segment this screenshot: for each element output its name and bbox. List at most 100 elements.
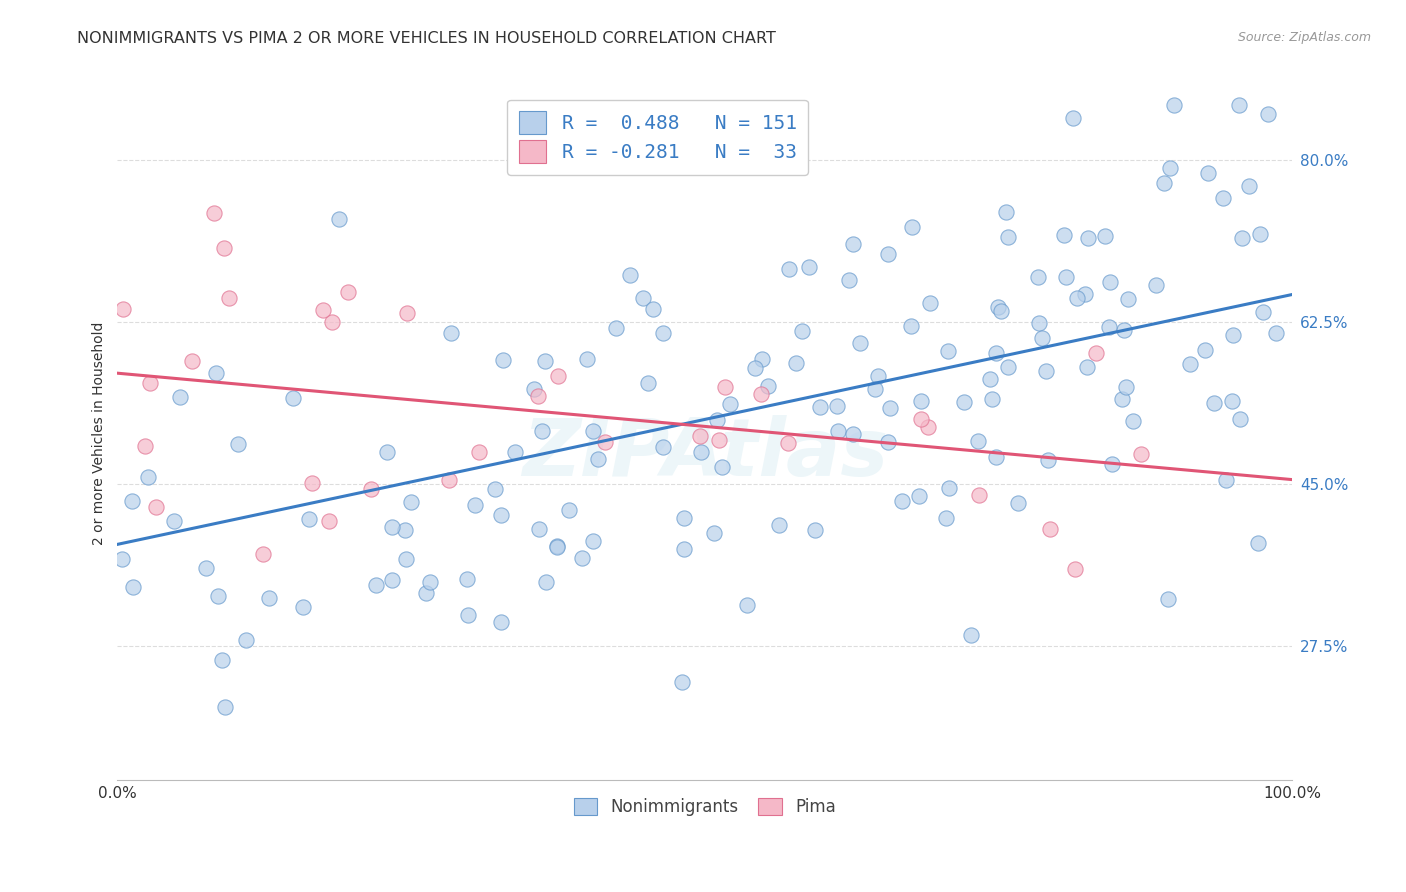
Point <box>1007 496 1029 510</box>
Point <box>838 273 860 287</box>
Point <box>1246 536 1268 550</box>
Point <box>842 427 865 442</box>
Point <box>997 230 1019 244</box>
Point <box>214 699 236 714</box>
Point <box>901 219 924 234</box>
Point <box>936 343 959 358</box>
Point <box>1097 319 1119 334</box>
Point <box>768 517 790 532</box>
Point <box>194 561 217 575</box>
Point <box>778 262 800 277</box>
Point <box>990 303 1012 318</box>
Point <box>1094 228 1116 243</box>
Point <box>749 386 772 401</box>
Point <box>527 522 550 536</box>
Point <box>891 493 914 508</box>
Point <box>966 434 988 449</box>
Point <box>169 390 191 404</box>
Point <box>1035 364 1057 378</box>
Point <box>1026 270 1049 285</box>
Point <box>527 389 550 403</box>
Point <box>1084 346 1107 360</box>
Point <box>218 291 240 305</box>
Point <box>1144 278 1167 293</box>
Point <box>523 382 546 396</box>
Point <box>920 296 942 310</box>
Legend: Nonimmigrants, Pima: Nonimmigrants, Pima <box>565 789 844 824</box>
Point <box>1257 106 1279 120</box>
Point <box>995 204 1018 219</box>
Point <box>1251 305 1274 319</box>
Point <box>364 577 387 591</box>
Point <box>582 533 605 548</box>
Point <box>440 326 463 340</box>
Point <box>652 326 675 341</box>
Point <box>546 540 568 554</box>
Point <box>202 206 225 220</box>
Point <box>586 451 609 466</box>
Point <box>711 459 734 474</box>
Point <box>967 488 990 502</box>
Point <box>877 247 900 261</box>
Point <box>531 424 554 438</box>
Point <box>145 500 167 514</box>
Point <box>1159 161 1181 175</box>
Point <box>464 498 486 512</box>
Point <box>981 392 1004 407</box>
Point <box>180 354 202 368</box>
Point <box>605 320 627 334</box>
Point <box>312 302 335 317</box>
Point <box>1178 357 1201 371</box>
Point <box>1227 98 1250 112</box>
Point <box>842 237 865 252</box>
Point <box>672 511 695 525</box>
Point <box>281 392 304 406</box>
Point <box>907 490 929 504</box>
Point <box>207 590 229 604</box>
Point <box>1215 473 1237 487</box>
Point <box>226 437 249 451</box>
Point <box>953 394 976 409</box>
Point <box>1115 380 1137 394</box>
Point <box>235 633 257 648</box>
Point <box>301 476 323 491</box>
Point <box>205 367 228 381</box>
Point <box>1066 291 1088 305</box>
Point <box>394 523 416 537</box>
Point <box>396 306 419 320</box>
Point <box>879 401 901 415</box>
Point <box>534 575 557 590</box>
Point <box>492 352 515 367</box>
Point <box>979 372 1001 386</box>
Point <box>690 445 713 459</box>
Point <box>631 291 654 305</box>
Point <box>1212 191 1234 205</box>
Point <box>360 483 382 497</box>
Point <box>136 470 159 484</box>
Point <box>111 552 134 566</box>
Point <box>984 450 1007 464</box>
Point <box>298 512 321 526</box>
Point <box>849 336 872 351</box>
Point <box>1114 323 1136 337</box>
Point <box>866 369 889 384</box>
Point <box>1163 98 1185 112</box>
Point <box>1039 522 1062 536</box>
Point <box>1249 227 1271 241</box>
Point <box>503 444 526 458</box>
Point <box>1197 166 1219 180</box>
Point <box>703 525 725 540</box>
Point <box>790 324 813 338</box>
Point <box>877 434 900 449</box>
Point <box>292 600 315 615</box>
Point <box>381 520 404 534</box>
Point <box>1077 231 1099 245</box>
Point <box>1157 591 1180 606</box>
Point <box>111 302 134 317</box>
Point <box>689 429 711 443</box>
Point <box>558 503 581 517</box>
Point <box>1098 275 1121 289</box>
Point <box>1122 414 1144 428</box>
Point <box>1204 396 1226 410</box>
Point <box>938 482 960 496</box>
